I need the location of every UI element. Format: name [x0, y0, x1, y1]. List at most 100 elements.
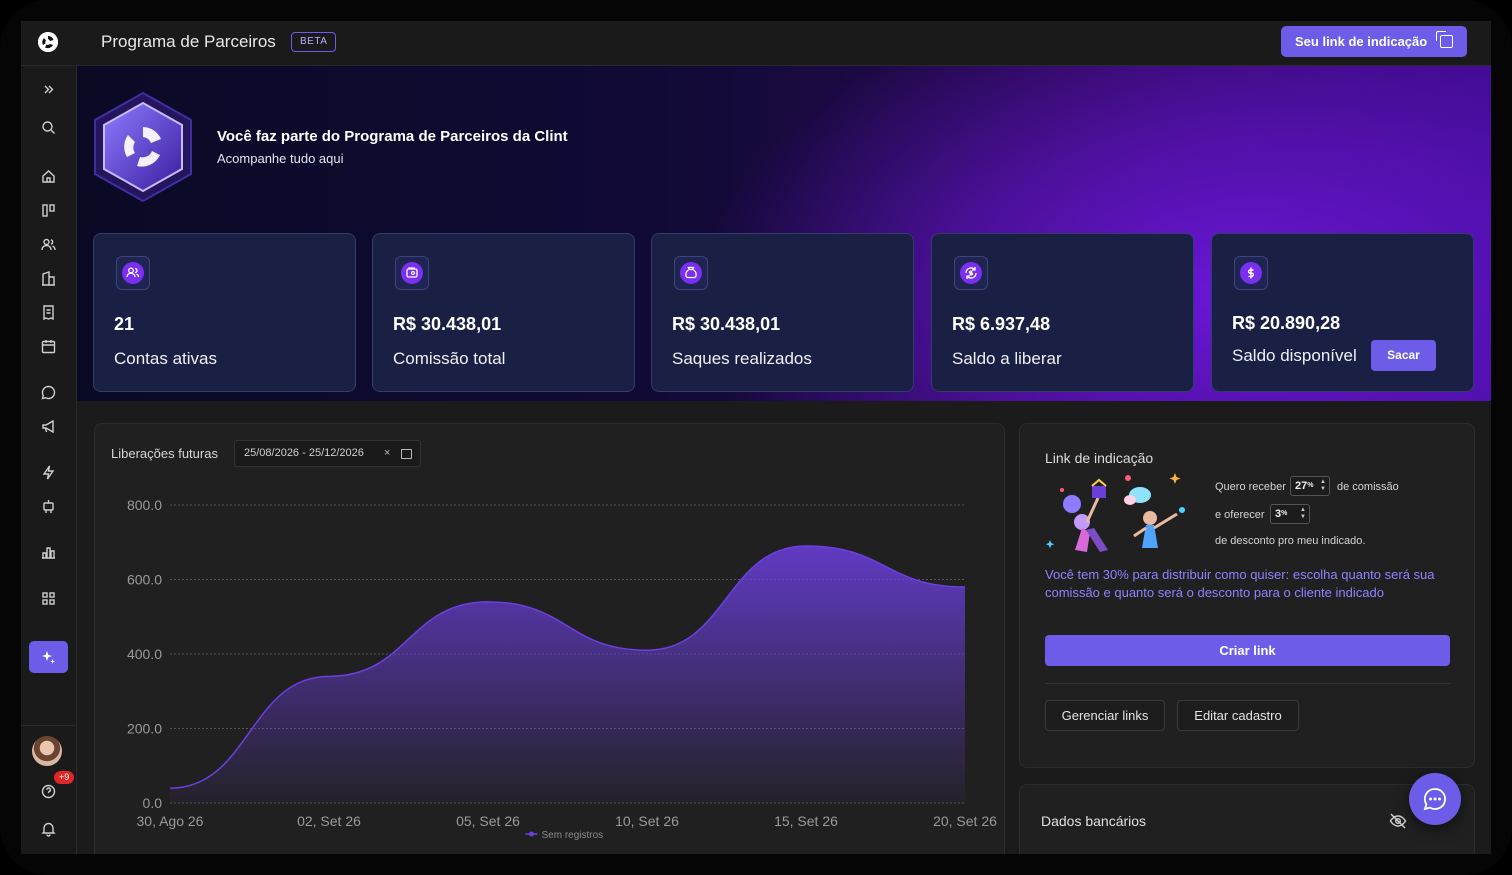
chat-bubble-icon — [1423, 788, 1446, 811]
offer-prefix: e oferecer — [1215, 509, 1265, 521]
x-tick-label: 05, Set 26 — [456, 813, 520, 829]
apps-icon[interactable] — [40, 590, 57, 607]
x-tick-label: 20, Set 26 — [933, 813, 997, 829]
building-icon[interactable] — [40, 270, 57, 287]
cycle-dollar-icon — [954, 256, 988, 290]
wallet-icon — [395, 256, 429, 290]
stepper-arrows-icon[interactable]: ▲ ▼ — [1320, 479, 1326, 492]
referral-link-label: Seu link de indicação — [1295, 34, 1428, 49]
partner-program-nav-button[interactable] — [29, 641, 68, 673]
app-screen: Programa de Parceiros BETA Seu link de i… — [21, 21, 1491, 854]
stat-card-total-commission: R$ 30.438,01 Comissão total — [372, 233, 635, 392]
stat-label: Saques realizados — [672, 349, 812, 368]
calendar-icon[interactable] — [40, 338, 57, 355]
search-icon[interactable] — [40, 119, 57, 136]
dollar-icon — [1234, 256, 1268, 290]
stat-card-pending-balance: R$ 6.937,48 Saldo a liberar — [931, 233, 1194, 392]
top-bar: Programa de Parceiros BETA Seu link de i… — [21, 21, 1491, 66]
date-range-picker[interactable]: 25/08/2026 - 25/12/2026 × — [234, 440, 421, 467]
users-icon[interactable] — [40, 236, 57, 253]
distribution-info: Você tem 30% para distribuir como quiser… — [1045, 567, 1435, 600]
stat-card-withdrawals: R$ 30.438,01 Saques realizados — [651, 233, 914, 392]
users-icon — [116, 256, 150, 290]
calendar-icon[interactable] — [401, 449, 412, 459]
future-releases-panel: Liberações futuras 25/08/2026 - 25/12/20… — [94, 423, 1005, 854]
clear-date-icon[interactable]: × — [384, 447, 391, 459]
x-tick-label: 30, Ago 26 — [137, 813, 204, 829]
expand-icon[interactable] — [40, 81, 57, 98]
referral-link-button[interactable]: Seu link de indicação — [1281, 26, 1467, 57]
x-tick-label: 15, Set 26 — [774, 813, 838, 829]
y-tick-label: 400.0 — [127, 646, 162, 662]
beta-badge: BETA — [291, 32, 337, 52]
sparkles-icon — [42, 651, 55, 664]
y-tick-label: 0.0 — [143, 795, 163, 811]
x-tick-label: 10, Set 26 — [615, 813, 679, 829]
celebration-illustration — [1045, 473, 1185, 552]
megaphone-icon[interactable] — [40, 418, 57, 435]
support-chat-button[interactable] — [1409, 773, 1461, 825]
legend-marker — [529, 831, 534, 837]
page-title: Programa de Parceiros — [101, 32, 276, 51]
manage-links-button[interactable]: Gerenciar links — [1045, 700, 1165, 731]
panel-divider — [1045, 683, 1450, 684]
chat-icon[interactable] — [40, 384, 57, 401]
sidebar: +9 — [21, 66, 77, 854]
stat-label: Comissão total — [393, 349, 506, 368]
discount-stepper[interactable]: 3% ▲ ▼ — [1270, 504, 1310, 524]
stat-value: 21 — [114, 314, 135, 334]
series-line — [169, 545, 966, 789]
stat-value: R$ 30.438,01 — [672, 314, 781, 334]
partner-badge-icon — [94, 91, 192, 203]
user-avatar[interactable] — [32, 736, 62, 766]
hero-subtitle: Acompanhe tudo aqui — [217, 151, 344, 166]
eye-off-icon[interactable] — [1389, 813, 1407, 829]
stat-value: R$ 6.937,48 — [952, 314, 1051, 334]
discount-value: 3 — [1275, 508, 1282, 520]
bank-details-panel: Dados bancários — [1019, 784, 1475, 854]
referral-panel-title: Link de indicação — [1045, 450, 1154, 466]
help-icon[interactable] — [40, 783, 57, 800]
area-chart: 0.0 200.0 400.0 600.0 800.0 30, Ago 26 02, Set… — [127, 497, 997, 841]
receive-suffix: de comissão — [1337, 481, 1399, 493]
kanban-icon[interactable] — [40, 202, 57, 219]
hero-title: Você faz parte do Programa de Parceiros … — [217, 128, 568, 145]
edit-profile-button[interactable]: Editar cadastro — [1177, 700, 1299, 731]
stat-value: R$ 20.890,28 — [1232, 313, 1341, 333]
x-tick-label: 02, Set 26 — [297, 813, 361, 829]
create-link-button[interactable]: Criar link — [1045, 635, 1450, 666]
y-tick-label: 600.0 — [127, 572, 162, 588]
stat-card-active-accounts: 21 Contas ativas — [93, 233, 356, 392]
robot-icon[interactable] — [40, 498, 57, 515]
receive-prefix: Quero receber — [1215, 481, 1286, 493]
hero-banner: Você faz parte do Programa de Parceiros … — [77, 66, 1491, 401]
bolt-icon[interactable] — [40, 464, 57, 481]
bell-icon[interactable] — [40, 820, 57, 837]
chart-title: Liberações futuras — [111, 446, 218, 461]
bar-chart-icon[interactable] — [40, 544, 57, 561]
commission-unit: % — [1307, 482, 1314, 489]
date-range-value: 25/08/2026 - 25/12/2026 — [244, 447, 364, 459]
stat-card-available-balance: R$ 20.890,28 Saldo disponível Sacar — [1211, 233, 1474, 392]
home-icon[interactable] — [40, 168, 57, 185]
commission-stepper[interactable]: 27% ▲ ▼ — [1290, 476, 1330, 496]
referral-link-panel: Link de indicação Quero receber 27% ▲ ▼ — [1019, 423, 1475, 768]
stat-label: Saldo disponível — [1232, 346, 1357, 365]
bank-panel-title: Dados bancários — [1041, 813, 1147, 829]
stat-label: Contas ativas — [114, 349, 217, 368]
offer-suffix: de desconto pro meu indicado. — [1215, 535, 1366, 547]
series-area — [170, 545, 965, 803]
money-bag-icon — [674, 256, 708, 290]
y-tick-label: 200.0 — [127, 721, 162, 737]
stepper-arrows-icon[interactable]: ▲ ▼ — [1300, 507, 1306, 520]
commission-value: 27 — [1295, 480, 1308, 492]
sidebar-divider — [21, 725, 76, 726]
copy-icon — [1436, 31, 1453, 48]
invoice-icon[interactable] — [40, 304, 57, 321]
withdraw-button[interactable]: Sacar — [1371, 340, 1436, 371]
discount-unit: % — [1281, 510, 1288, 517]
clint-logo-icon[interactable] — [38, 32, 58, 52]
stat-label: Saldo a liberar — [952, 349, 1062, 368]
y-tick-label: 800.0 — [127, 497, 162, 513]
